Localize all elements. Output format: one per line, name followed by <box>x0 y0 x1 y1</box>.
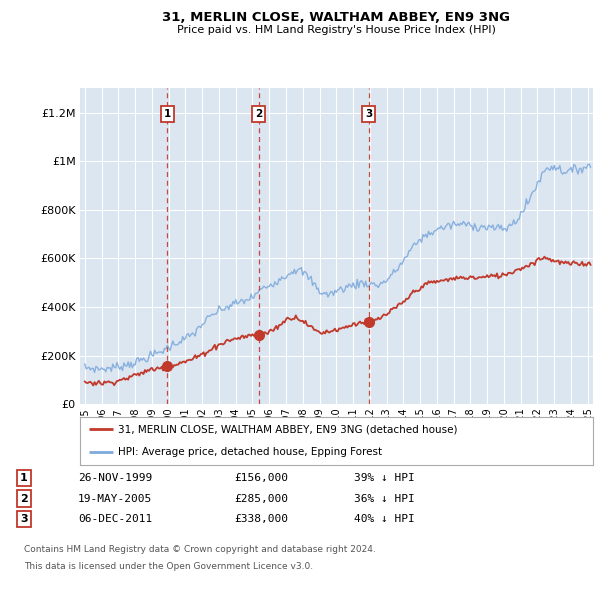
Text: 31, MERLIN CLOSE, WALTHAM ABBEY, EN9 3NG: 31, MERLIN CLOSE, WALTHAM ABBEY, EN9 3NG <box>162 11 510 24</box>
Text: 2: 2 <box>255 109 262 119</box>
Text: 36% ↓ HPI: 36% ↓ HPI <box>354 494 415 503</box>
Text: 3: 3 <box>365 109 372 119</box>
Text: £338,000: £338,000 <box>234 514 288 524</box>
Text: £156,000: £156,000 <box>234 473 288 483</box>
Text: Price paid vs. HM Land Registry's House Price Index (HPI): Price paid vs. HM Land Registry's House … <box>176 25 496 35</box>
Text: 06-DEC-2011: 06-DEC-2011 <box>78 514 152 524</box>
Text: 26-NOV-1999: 26-NOV-1999 <box>78 473 152 483</box>
Text: 3: 3 <box>20 514 28 524</box>
Text: 1: 1 <box>20 473 28 483</box>
Text: 1: 1 <box>164 109 171 119</box>
Text: Contains HM Land Registry data © Crown copyright and database right 2024.: Contains HM Land Registry data © Crown c… <box>24 545 376 553</box>
Text: 2: 2 <box>20 494 28 503</box>
Text: 39% ↓ HPI: 39% ↓ HPI <box>354 473 415 483</box>
Text: 40% ↓ HPI: 40% ↓ HPI <box>354 514 415 524</box>
Text: 31, MERLIN CLOSE, WALTHAM ABBEY, EN9 3NG (detached house): 31, MERLIN CLOSE, WALTHAM ABBEY, EN9 3NG… <box>118 424 458 434</box>
Text: This data is licensed under the Open Government Licence v3.0.: This data is licensed under the Open Gov… <box>24 562 313 571</box>
Text: 19-MAY-2005: 19-MAY-2005 <box>78 494 152 503</box>
Text: £285,000: £285,000 <box>234 494 288 503</box>
Text: HPI: Average price, detached house, Epping Forest: HPI: Average price, detached house, Eppi… <box>118 447 382 457</box>
